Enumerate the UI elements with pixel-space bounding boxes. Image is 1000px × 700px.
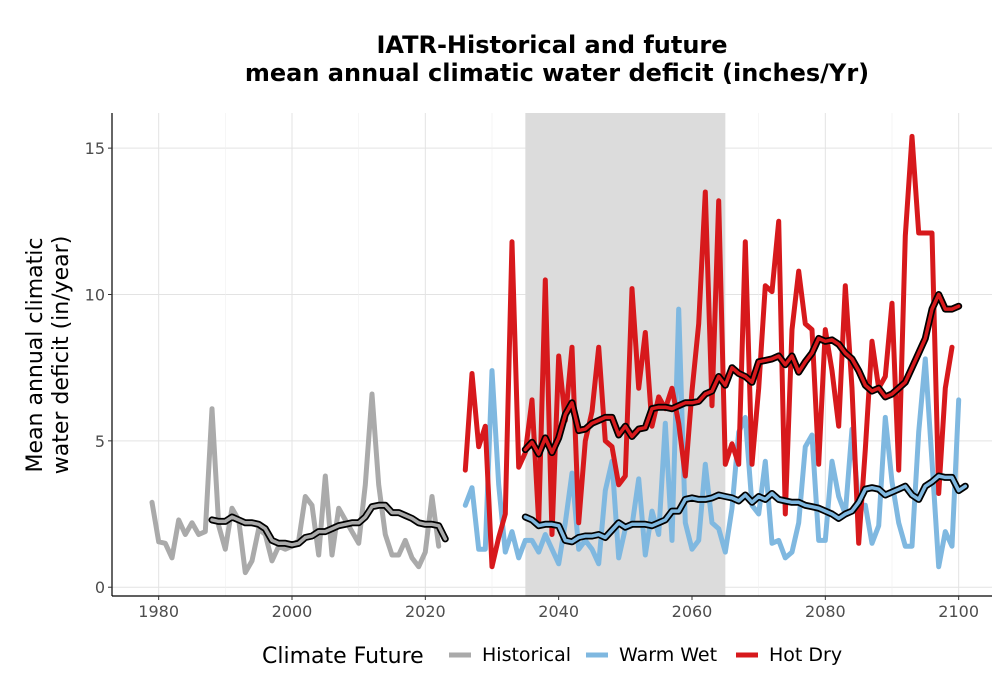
x-tick-label: 2040: [538, 602, 579, 621]
smooth-line-hot-dry: [521, 291, 963, 458]
series-lines: [149, 133, 969, 576]
y-axis-title: Mean annual climatic water deficit (in/y…: [23, 236, 74, 475]
x-tick-labels: 1980 2000 2020 2040 2060 2080 2100: [138, 596, 979, 621]
x-tick-label: 2060: [672, 602, 713, 621]
y-tick-label: 15: [85, 139, 105, 158]
legend-entry-warm-wet: Warm Wet: [586, 644, 717, 666]
smooth-line-fill: [523, 474, 968, 544]
legend-label: Warm Wet: [619, 644, 717, 666]
x-tick-label: 1980: [138, 602, 179, 621]
legend: Climate Future Historical Warm Wet Hot Dry: [262, 644, 842, 669]
y-axis-title-line-2: water deficit (in/year): [49, 236, 74, 475]
x-tick-label: 2000: [272, 602, 313, 621]
y-axis-title-line-1: Mean annual climatic: [23, 238, 48, 473]
axes: [111, 113, 992, 597]
y-tick-label: 10: [85, 285, 105, 304]
smooth-line-historical: [208, 501, 449, 549]
x-tick-label: 2020: [405, 602, 446, 621]
chart-title: IATR-Historical and future: [376, 31, 727, 59]
legend-title: Climate Future: [262, 644, 424, 669]
series-line-warm-wet: [462, 306, 962, 570]
y-tick-labels: 0 5 10 15: [85, 139, 112, 597]
x-tick-label: 2080: [805, 602, 846, 621]
legend-label: Historical: [482, 644, 571, 666]
smooth-line-warm-wet: [521, 472, 969, 546]
smooth-line-fill: [523, 292, 961, 456]
y-tick-label: 0: [95, 578, 105, 597]
legend-entry-hot-dry: Hot Dry: [736, 644, 842, 666]
legend-label: Hot Dry: [769, 644, 842, 666]
legend-entry-historical: Historical: [449, 644, 571, 666]
x-tick-label: 2100: [938, 602, 979, 621]
chart-subtitle: mean annual climatic water deficit (inch…: [245, 59, 869, 87]
series-line-hot-dry: [462, 133, 955, 570]
y-tick-label: 5: [95, 432, 105, 451]
smooth-line-fill: [210, 503, 448, 547]
